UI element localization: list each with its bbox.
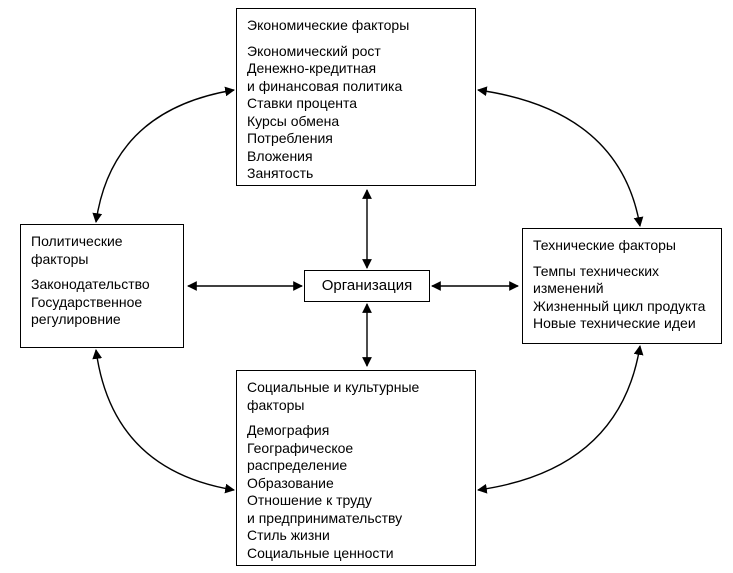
node-item: Новые технические идеи [533,315,711,333]
node-title: Социальные и культурные факторы [247,379,465,414]
node-item: Отношение к труду [247,492,465,510]
node-items: ДемографияГеографическоераспределениеОбр… [247,422,465,562]
node-social-factors: Социальные и культурные факторы Демограф… [236,370,476,566]
node-item: Темпы технических [533,263,711,281]
node-organization: Организация [304,270,430,302]
node-item: и финансовая политика [247,78,465,96]
node-economic-factors: Экономические факторы Экономический рост… [236,8,476,186]
node-items: Темпы техническихизмененийЖизненный цикл… [533,263,711,333]
node-item: Денежно-кредитная [247,60,465,78]
node-item: Курсы обмена [247,113,465,131]
node-item: Занятость [247,165,465,183]
node-item: Жизненный цикл продукта [533,298,711,316]
node-item: и предпринимательству [247,510,465,528]
node-item: Ставки процента [247,95,465,113]
node-item: Потребления [247,130,465,148]
node-item: Демография [247,422,465,440]
center-label: Организация [322,277,412,294]
node-technical-factors: Технические факторы Темпы техническихизм… [522,228,722,344]
node-item: Вложения [247,148,465,166]
node-item: изменений [533,280,711,298]
ring-arc [96,90,234,222]
node-title: Технические факторы [533,237,711,255]
node-item: Социальные ценности [247,545,465,563]
node-item: распределение [247,457,465,475]
node-item: Образование [247,475,465,493]
ring-arc [96,350,234,490]
node-items: ЗаконодательствоГосударственноерегулиров… [31,276,173,329]
node-item: Стиль жизни [247,527,465,545]
ring-arc [478,346,640,490]
node-item: Государственное [31,294,173,312]
node-items: Экономический ростДенежно-кредитнаяи фин… [247,43,465,183]
node-title: Экономические факторы [247,17,465,35]
node-item: регулировние [31,311,173,329]
node-title: Политические факторы [31,233,173,268]
ring-arc [478,90,640,226]
node-item: Экономический рост [247,43,465,61]
node-political-factors: Политические факторы ЗаконодательствоГос… [20,224,184,348]
diagram-stage: Экономические факторы Экономический рост… [0,0,733,573]
node-item: Географическое [247,440,465,458]
node-item: Законодательство [31,276,173,294]
